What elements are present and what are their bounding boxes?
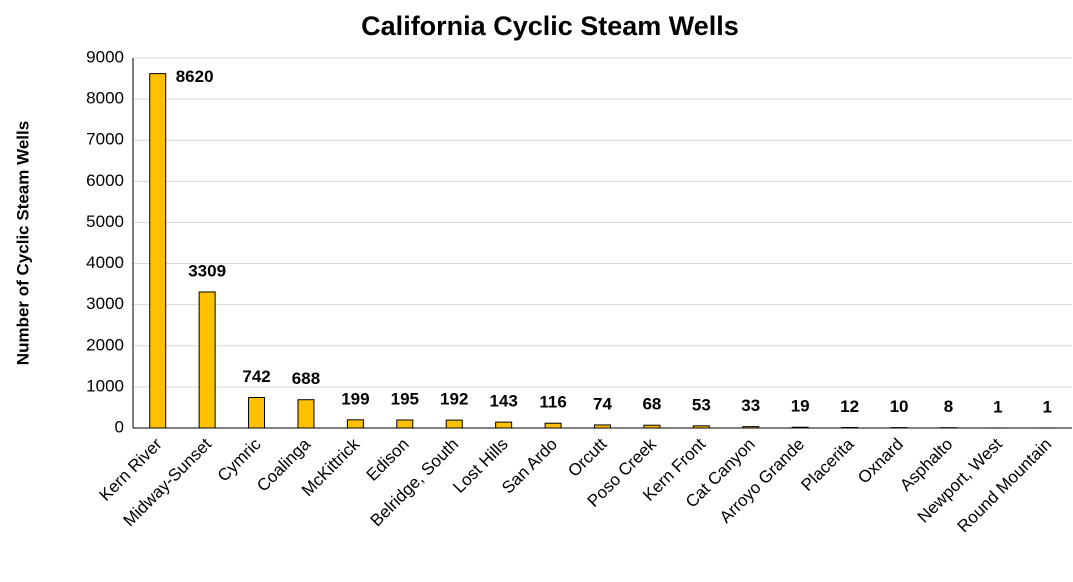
data-label: 33 xyxy=(741,396,760,415)
data-label: 19 xyxy=(791,397,810,416)
y-tick-label: 9000 xyxy=(86,47,124,66)
y-axis-label: Number of Cyclic Steam Wells xyxy=(13,121,32,365)
chart-title: California Cyclic Steam Wells xyxy=(361,11,739,41)
bar xyxy=(198,291,216,429)
data-label: 53 xyxy=(692,395,711,414)
data-label: 74 xyxy=(593,394,612,413)
data-label: 68 xyxy=(642,395,661,414)
y-tick-label: 5000 xyxy=(86,212,124,231)
x-tick-label: Orcutt xyxy=(564,434,610,480)
bar xyxy=(149,73,167,429)
bar xyxy=(297,399,315,429)
y-tick-label: 1000 xyxy=(86,376,124,395)
data-label: 116 xyxy=(539,393,566,412)
data-label: 1 xyxy=(1043,397,1052,416)
x-tick-label: Newport, West xyxy=(914,434,1006,526)
data-label: 3309 xyxy=(188,261,226,280)
data-label: 742 xyxy=(242,367,270,386)
data-label: 8 xyxy=(944,397,953,416)
x-tick-label: Belridge, South xyxy=(367,435,463,531)
data-label: 199 xyxy=(341,389,369,408)
x-tick-label: Round Mountain xyxy=(954,435,1056,537)
y-tick-label: 7000 xyxy=(86,130,124,149)
bar xyxy=(544,422,562,429)
data-label: 8620 xyxy=(176,67,214,86)
bar xyxy=(396,419,414,429)
y-tick-label: 4000 xyxy=(86,253,124,272)
y-tick-label: 2000 xyxy=(86,335,124,354)
bar xyxy=(445,419,463,429)
bar xyxy=(248,396,266,429)
bar xyxy=(495,421,513,429)
data-label: 10 xyxy=(890,397,909,416)
x-tick-label: Arroyo Grande xyxy=(716,435,808,527)
data-label: 12 xyxy=(840,397,859,416)
data-label: 143 xyxy=(489,392,517,411)
data-label: 192 xyxy=(440,390,468,409)
x-tick-label: Placerita xyxy=(797,434,858,495)
x-tick-label: Midway-Sunset xyxy=(120,434,216,530)
y-tick-label: 6000 xyxy=(86,171,124,190)
y-tick-label: 0 xyxy=(115,417,124,436)
bar xyxy=(346,419,364,429)
y-tick-label: 8000 xyxy=(86,89,124,108)
data-label: 195 xyxy=(391,389,419,408)
data-label: 1 xyxy=(993,397,1002,416)
y-tick-label: 3000 xyxy=(86,294,124,313)
data-label: 688 xyxy=(292,369,320,388)
